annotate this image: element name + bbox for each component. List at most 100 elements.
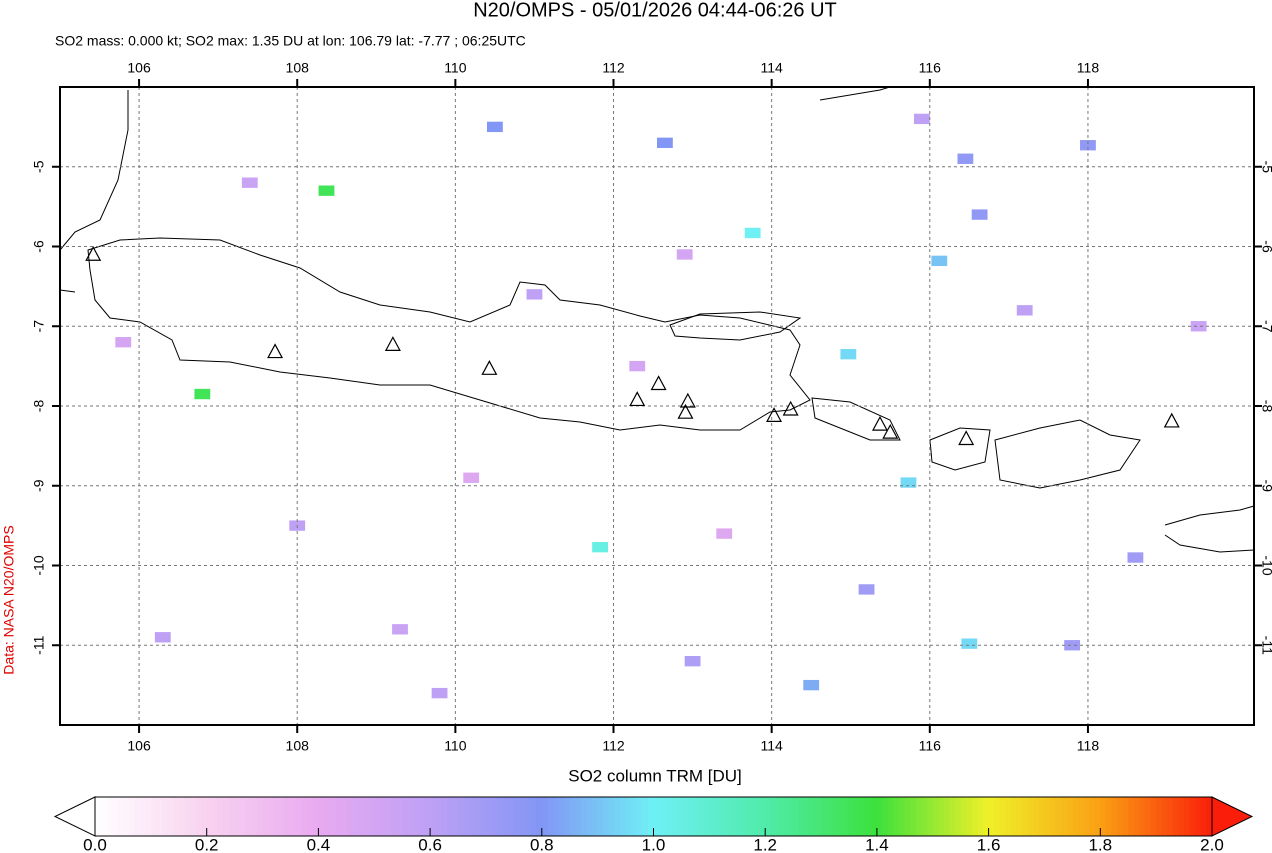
colorbar-segment — [329, 797, 336, 836]
coastline-bali — [811, 397, 901, 441]
y-tick-label: -11 — [31, 635, 47, 654]
colorbar-segment — [217, 797, 225, 836]
colorbar-segment — [642, 797, 649, 836]
colorbar-segment — [240, 797, 247, 836]
colorbar-segment — [441, 797, 448, 836]
colorbar-segment — [647, 797, 655, 836]
so2-pixel — [592, 541, 608, 553]
colorbar-segment — [391, 797, 398, 836]
colorbar-segment — [653, 797, 660, 836]
x-tick-label: 106 — [127, 60, 151, 76]
coastline-madura — [669, 311, 802, 341]
colorbar-segment — [1077, 797, 1085, 836]
so2-pixel — [318, 185, 335, 196]
colorbar-label: SO2 column TRM [DU] — [568, 766, 742, 785]
colorbar-segment — [223, 797, 230, 836]
colorbar-segment — [787, 797, 794, 836]
colorbar-segment — [430, 797, 437, 836]
so2-pixel — [154, 632, 171, 643]
colorbar-segment — [413, 797, 420, 836]
colorbar-segment — [1005, 797, 1012, 836]
colorbar-segment — [374, 797, 381, 836]
colorbar-segment — [508, 797, 515, 836]
colorbar-segment — [1156, 797, 1163, 836]
colorbar-segment — [100, 797, 107, 836]
so2-pixel — [931, 255, 948, 267]
colorbar-segment — [1150, 797, 1157, 836]
colorbar-segment — [1089, 797, 1096, 836]
colorbar-segment — [1100, 797, 1107, 836]
colorbar-segment — [871, 797, 878, 836]
volcano — [629, 391, 646, 407]
colorbar-segment — [206, 797, 213, 836]
colorbar-segment — [921, 797, 928, 836]
colorbar-segment — [876, 797, 884, 836]
y-tick-label: -9 — [31, 479, 47, 492]
colorbar-segment — [318, 797, 325, 836]
so2-pixel — [1080, 140, 1096, 151]
colorbar-segment — [1105, 797, 1113, 836]
colorbar-segment — [385, 797, 392, 836]
colorbar-segment — [731, 797, 738, 836]
colorbar-tick-label: 1.6 — [977, 835, 1001, 853]
colorbar-tick-label: 2.0 — [1200, 835, 1224, 853]
so2-pixel — [957, 153, 974, 164]
colorbar-segment — [943, 797, 951, 836]
colorbar-segment — [569, 797, 576, 836]
colorbar-segment — [960, 797, 967, 836]
y-tick-label: -9 — [1259, 480, 1272, 493]
colorbar-segment — [1167, 797, 1174, 836]
colorbar-segment — [95, 797, 102, 836]
colorbar-segment — [1133, 797, 1140, 836]
colorbar-segment — [1066, 797, 1073, 836]
y-tick-label: -6 — [31, 240, 47, 253]
colorbar-segment — [1038, 797, 1046, 836]
colorbar-segment — [692, 797, 699, 836]
colorbar-segment — [938, 797, 945, 836]
colorbar-segment — [536, 797, 543, 836]
coastline-sumba — [1164, 505, 1255, 553]
colorbar-segment — [586, 797, 593, 836]
x-tick-label: 118 — [1077, 60, 1100, 76]
colorbar-segment — [698, 797, 705, 836]
so2-pixel — [858, 584, 875, 595]
colorbar-segment — [664, 797, 671, 836]
colorbar-segment — [167, 797, 174, 836]
so2-pixel — [803, 679, 820, 691]
colorbar-segment — [134, 797, 141, 836]
colorbar-segment — [340, 797, 347, 836]
colorbar-segment — [821, 797, 828, 836]
coastline-java — [87, 237, 811, 431]
x-tick-label: 116 — [919, 60, 942, 76]
so2-pixel — [840, 348, 857, 360]
colorbar-segment — [307, 797, 314, 836]
colorbar-segment — [843, 797, 850, 836]
colorbar-segment — [256, 797, 264, 836]
colorbar-segment — [670, 797, 677, 836]
colorbar-segment — [631, 797, 638, 836]
colorbar-tick-label: 0.0 — [83, 835, 107, 853]
volcano — [267, 343, 284, 359]
volcano — [782, 400, 799, 416]
colorbar-segment — [832, 797, 839, 836]
colorbar-tick-label: 0.4 — [307, 835, 331, 853]
x-tick-label: 106 — [127, 738, 151, 754]
so2-pixel — [657, 137, 673, 149]
credit: Data: NASA N20/OMPS — [1, 525, 17, 674]
colorbar-segment — [826, 797, 833, 836]
colorbar-segment — [999, 797, 1006, 836]
colorbar-segment — [564, 797, 571, 836]
coastlines — [59, 86, 1255, 553]
colorbar-segment — [407, 797, 414, 836]
chart-subtitle: SO2 mass: 0.000 kt; SO2 max: 1.35 DU at … — [55, 33, 526, 49]
colorbar-segment — [748, 797, 755, 836]
colorbar-segment — [910, 797, 917, 836]
so2-pixel — [629, 360, 646, 372]
colorbar-segment — [106, 797, 113, 836]
colorbar-segment — [1117, 797, 1124, 836]
coastline-lombok — [929, 427, 991, 471]
y-tick-label: -5 — [31, 160, 47, 173]
colorbar-segment — [446, 797, 454, 836]
x-tick-label: 114 — [760, 738, 783, 754]
colorbar-segment — [1184, 797, 1191, 836]
